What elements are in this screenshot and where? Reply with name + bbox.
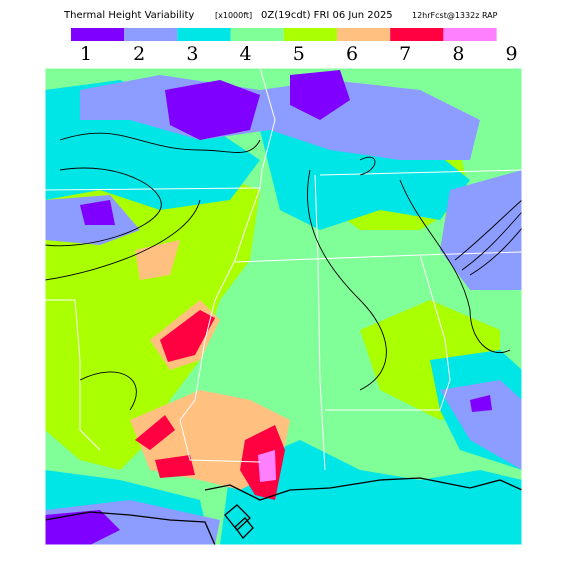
field-region <box>440 170 522 290</box>
colorbar-label: 2 <box>133 43 145 65</box>
title: Thermal Height Variability <box>63 10 194 21</box>
colorbar-swatch <box>71 28 125 41</box>
field-region <box>440 380 522 470</box>
map <box>44 67 523 546</box>
map-frame <box>44 67 523 546</box>
valid-time: 0Z(19cdt) FRI 06 Jun 2025 <box>261 10 393 21</box>
field-region <box>155 455 195 478</box>
colorbar-swatch <box>177 28 231 41</box>
colorbar-swatch <box>230 28 284 41</box>
model-info: 12hrFcst@1332z RAP <box>412 11 498 20</box>
field-region <box>160 310 215 362</box>
field-region <box>165 80 260 140</box>
field-region <box>135 415 175 450</box>
state-borders <box>45 68 522 471</box>
coastline <box>224 504 254 539</box>
coastline <box>45 511 216 545</box>
field-region <box>220 440 522 545</box>
coastline <box>204 477 522 501</box>
field-region <box>290 70 350 120</box>
colorbar-swatch <box>337 28 391 41</box>
colorbar-swatch <box>283 28 337 41</box>
field-region <box>45 510 120 545</box>
colorbar-swatch <box>390 28 444 41</box>
colorbar-swatch <box>443 28 497 41</box>
units: [x1000ft] <box>215 11 252 20</box>
colorbar-label: 7 <box>399 43 411 65</box>
field-region <box>470 395 492 412</box>
colorbar-label: 9 <box>506 43 518 65</box>
contours <box>45 132 522 411</box>
field-region <box>258 450 276 482</box>
colorbar-swatch <box>124 28 178 41</box>
field-region <box>80 200 115 225</box>
colorbar-label: 5 <box>293 43 305 65</box>
colorbar-label: 3 <box>186 43 198 65</box>
colorbar-label: 4 <box>240 43 252 65</box>
colorbar-label: 8 <box>452 43 464 65</box>
colorbar: 1 2 3 4 5 6 7 8 9 <box>71 28 518 65</box>
colorbar-label: 1 <box>80 43 92 65</box>
colorbar-label: 6 <box>346 43 358 65</box>
